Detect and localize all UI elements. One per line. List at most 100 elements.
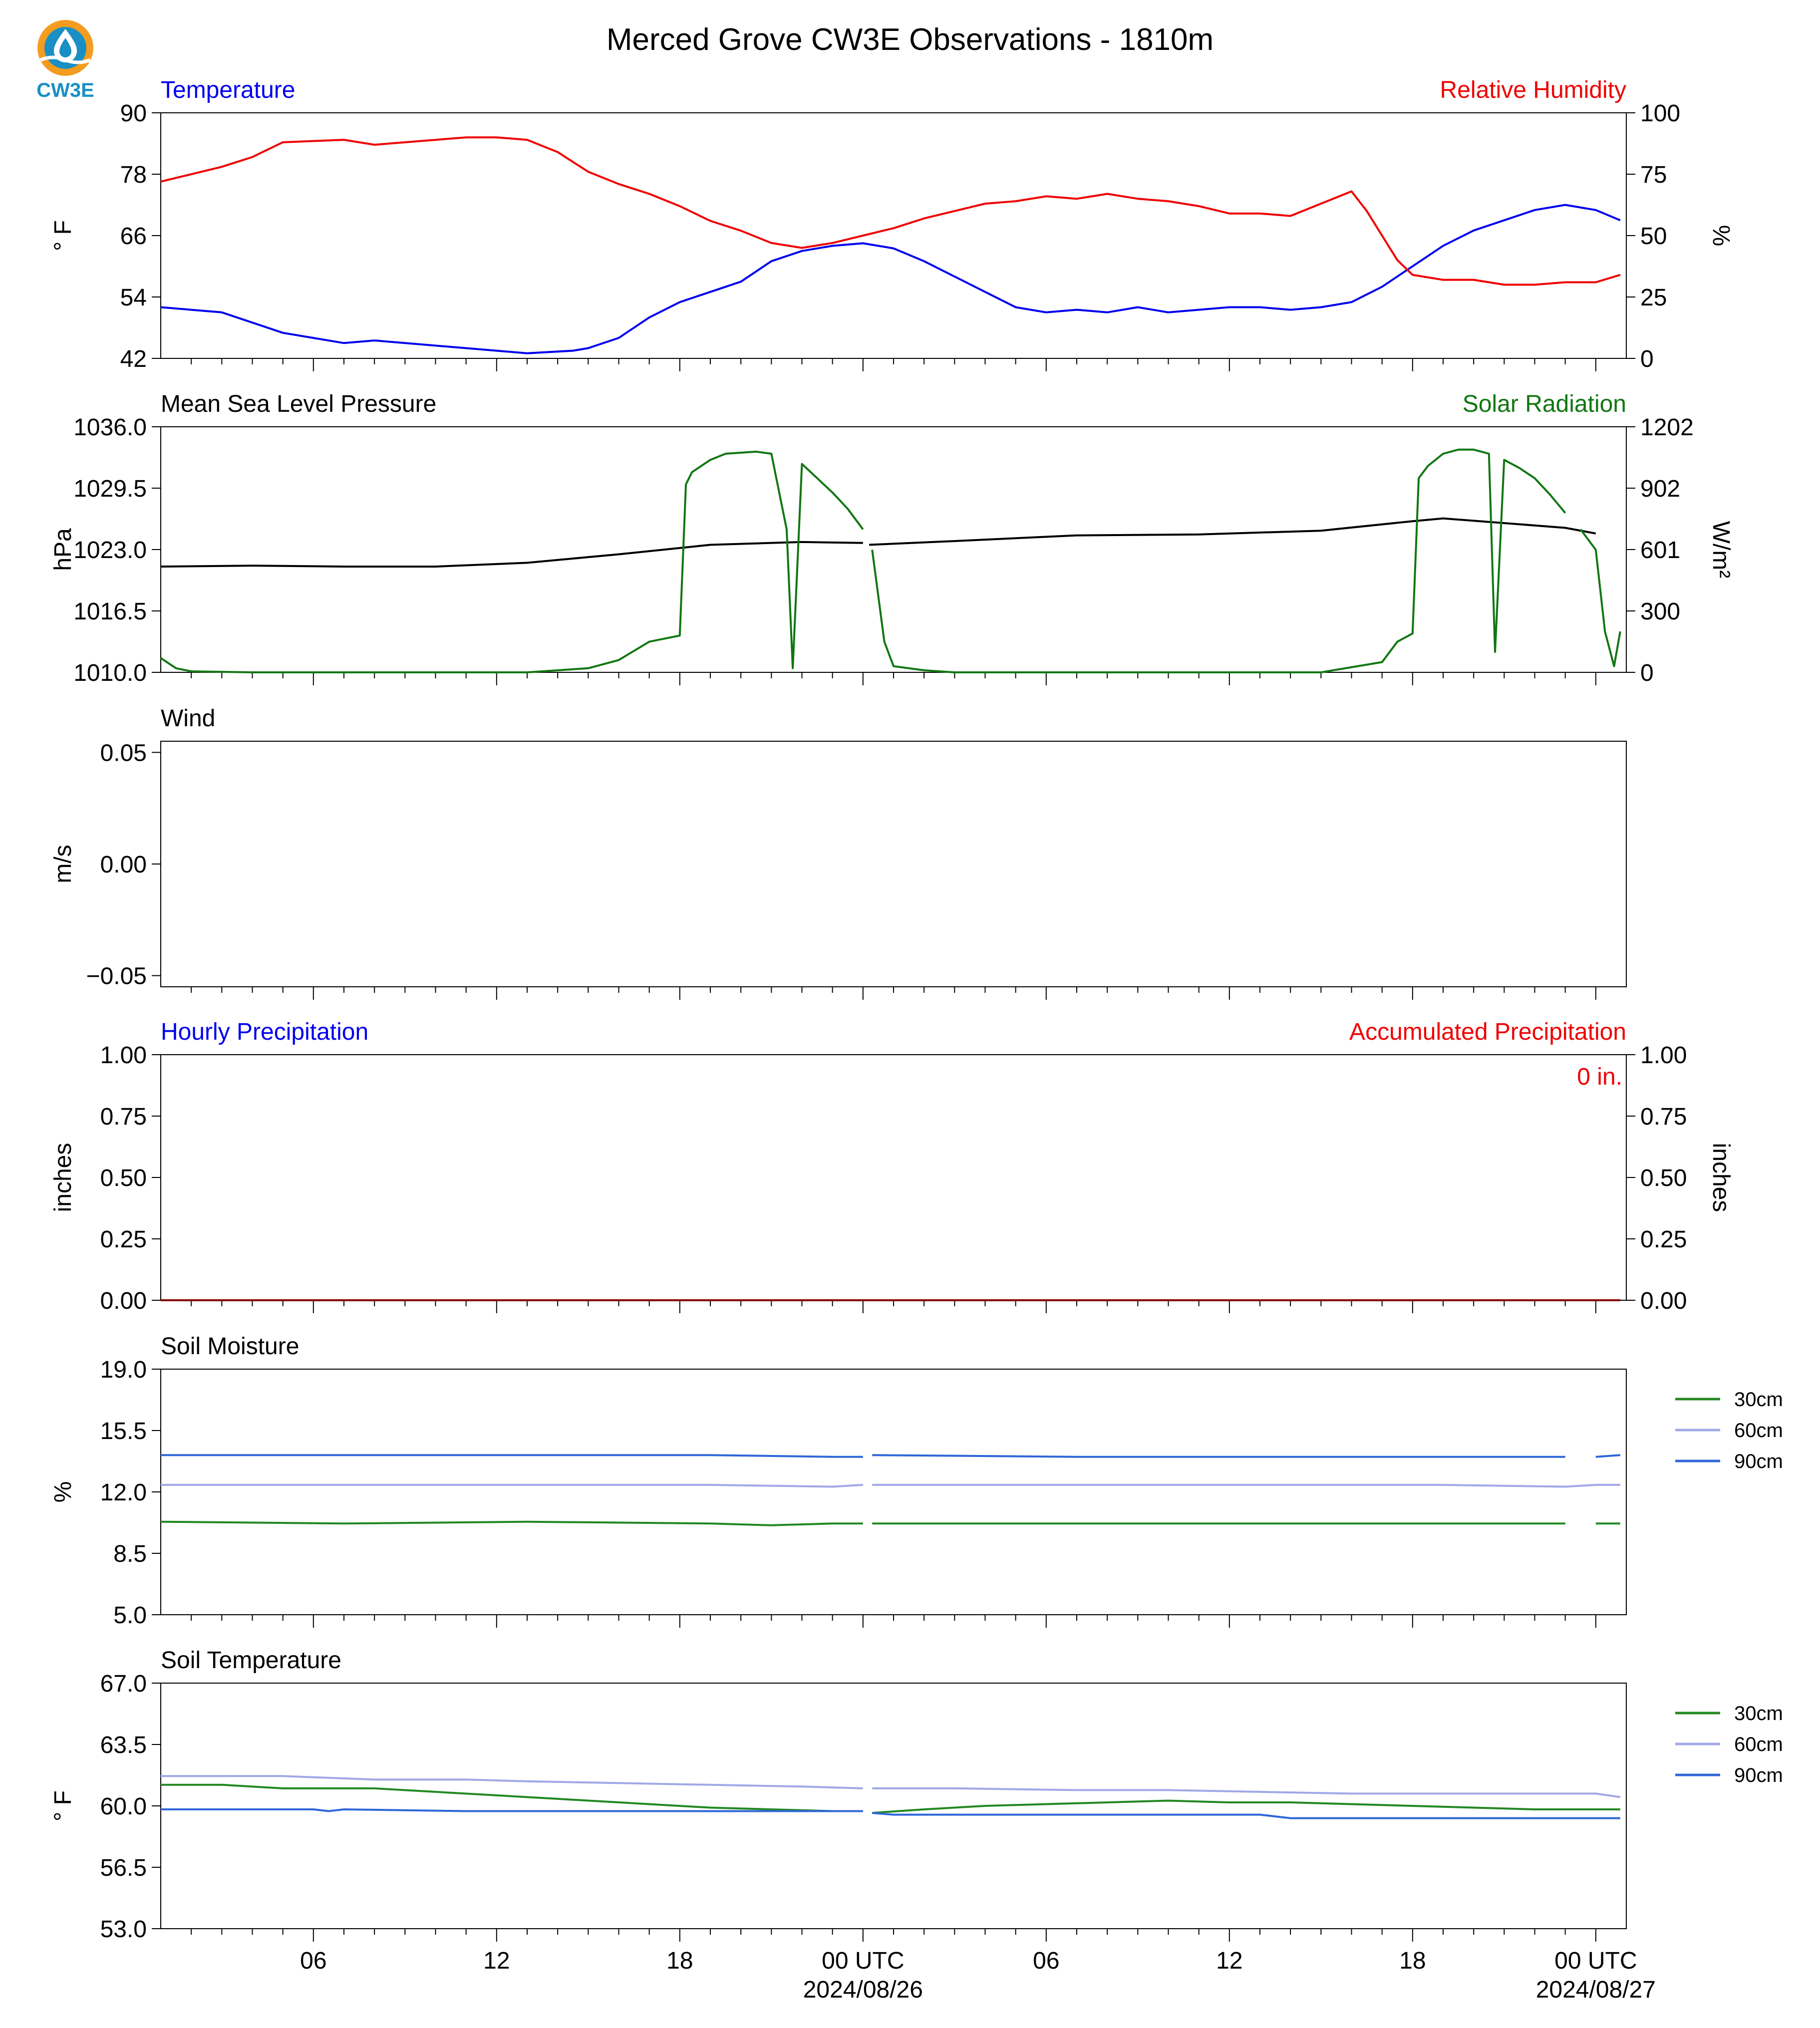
- y-axis-label-left: inches: [50, 1143, 76, 1212]
- series-line-30cm: [872, 1799, 1620, 1814]
- y-tick-label-right: 100: [1640, 100, 1680, 127]
- y-tick-label-right: 601: [1640, 537, 1680, 564]
- y-tick-label-left: 1010.0: [73, 660, 147, 686]
- x-tick-label: 18: [1399, 1948, 1426, 1974]
- y-axis-label-left: hPa: [50, 528, 76, 571]
- y-axis-label-right: %: [1708, 225, 1734, 247]
- series-line-90cm: [161, 1808, 863, 1812]
- x-tick-label: 00 UTC: [822, 1948, 904, 1974]
- y-tick-label-left: 0.75: [100, 1104, 147, 1130]
- y-tick-label-right: 0.25: [1640, 1226, 1687, 1253]
- legend-label: 90cm: [1734, 1764, 1783, 1786]
- y-tick-label-left: 0.25: [100, 1226, 147, 1253]
- y-tick-label-right: 50: [1640, 223, 1667, 250]
- panel-title-right: Solar Radiation: [1463, 391, 1626, 417]
- y-tick-label-left: 53.0: [100, 1916, 147, 1943]
- y-tick-label-left: 66: [120, 223, 147, 250]
- y-tick-label-left: −0.05: [86, 963, 147, 990]
- panel-frame: [160, 741, 1627, 987]
- y-tick-label-right: 25: [1640, 285, 1667, 311]
- x-tick-date-label: 2024/08/27: [1536, 1977, 1656, 2003]
- series-line-60cm: [161, 1775, 863, 1789]
- series-line-mean-sea-level-pressure: [160, 541, 863, 568]
- accumulated-total-label: 0 in.: [1577, 1064, 1622, 1090]
- panel-title-right: Relative Humidity: [1440, 77, 1626, 103]
- panel-title-left: Soil Moisture: [161, 1333, 299, 1360]
- series-line-temperature: [160, 204, 1621, 354]
- panel-title-right: Accumulated Precipitation: [1349, 1019, 1626, 1045]
- panel-title-left: Temperature: [161, 77, 295, 103]
- y-tick-label-right: 1202: [1640, 414, 1694, 441]
- y-axis-label-right: W/m²: [1708, 521, 1734, 579]
- y-tick-label-left: 42: [120, 346, 147, 372]
- series-line-30cm: [161, 1783, 863, 1812]
- legend-label: 30cm: [1734, 1703, 1783, 1725]
- series-line-solar-radiation: [871, 448, 1566, 673]
- y-tick-label-right: 0: [1640, 346, 1654, 372]
- y-tick-label-left: 1029.5: [73, 476, 147, 502]
- cw3e-water-drop-logo-icon: CW3E: [36, 20, 94, 101]
- y-tick-label-right: 0.00: [1640, 1288, 1687, 1314]
- y-tick-label-left: 56.5: [100, 1855, 147, 1881]
- x-tick-label: 00 UTC: [1554, 1948, 1637, 1974]
- panel-1: Mean Sea Level Pressure Solar Radiation 10…: [50, 391, 1734, 686]
- x-tick-label: 18: [666, 1948, 693, 1974]
- y-axis-label-right: inches: [1708, 1143, 1734, 1212]
- series-line-mean-sea-level-pressure: [869, 517, 1596, 546]
- logo-text: CW3E: [36, 79, 94, 101]
- x-tick-label: 06: [1033, 1948, 1059, 1974]
- panel-title-left: Hourly Precipitation: [161, 1019, 368, 1045]
- y-tick-label-left: 1023.0: [73, 537, 147, 564]
- y-tick-label-left: 0.50: [100, 1165, 147, 1191]
- y-tick-label-right: 1.00: [1640, 1042, 1687, 1069]
- x-tick-label: 12: [483, 1948, 510, 1974]
- panel-2: Wind −0.05 0.00 0.05 m/s: [50, 705, 1627, 1000]
- panel-frame: [160, 112, 1627, 359]
- y-tick-label-left: 0.00: [100, 852, 147, 878]
- y-tick-label-right: 0.75: [1640, 1104, 1687, 1130]
- y-tick-label-right: 0.50: [1640, 1165, 1687, 1191]
- panel-title-left: Mean Sea Level Pressure: [161, 391, 436, 417]
- y-tick-label-right: 75: [1640, 162, 1667, 188]
- panel-frame: [160, 426, 1627, 673]
- legend-label: 60cm: [1734, 1420, 1783, 1442]
- y-axis-label-left: %: [50, 1481, 76, 1503]
- y-tick-label-left: 1036.0: [73, 414, 147, 441]
- series-line-90cm: [1595, 1454, 1620, 1458]
- series-line-60cm: [872, 1483, 1620, 1488]
- legend-label: 30cm: [1734, 1389, 1783, 1411]
- y-tick-label-left: 1016.5: [73, 598, 147, 625]
- cw3e-logo: CW3E: [28, 18, 103, 103]
- panel-title-left: Soil Temperature: [161, 1647, 341, 1674]
- series-line-90cm: [872, 1812, 1620, 1819]
- y-tick-label-left: 63.5: [100, 1732, 147, 1758]
- legend-label: 60cm: [1734, 1734, 1783, 1755]
- y-axis-label-left: m/s: [50, 845, 76, 883]
- x-tick-date-label: 2024/08/26: [803, 1977, 923, 2003]
- y-axis-label-left: ° F: [50, 220, 76, 251]
- y-tick-label-left: 90: [120, 100, 147, 127]
- panel-0: Temperature Relative Humidity 42 54 66 78 90 0 2…: [50, 77, 1734, 372]
- y-tick-label-left: 60.0: [100, 1793, 147, 1820]
- y-tick-label-left: 8.5: [113, 1541, 147, 1567]
- y-tick-label-left: 0.00: [100, 1288, 147, 1314]
- y-tick-label-left: 1.00: [100, 1042, 147, 1069]
- series-line-30cm: [160, 1520, 863, 1526]
- y-tick-label-left: 15.5: [100, 1418, 147, 1445]
- chart-title: Merced Grove CW3E Observations - 1810m: [607, 22, 1213, 57]
- series-line-relative-humidity: [160, 136, 1621, 286]
- series-line-solar-radiation: [1579, 529, 1621, 667]
- y-tick-label-right: 902: [1640, 476, 1680, 502]
- y-tick-label-left: 12.0: [100, 1479, 147, 1506]
- y-tick-label-left: 5.0: [113, 1602, 147, 1629]
- panel-frame: [160, 1054, 1627, 1301]
- series-line-solar-radiation: [160, 450, 864, 673]
- series-line-60cm: [872, 1787, 1621, 1798]
- panel-title-left: Wind: [161, 705, 215, 732]
- y-tick-label-right: 300: [1640, 598, 1680, 625]
- series-line-90cm: [872, 1454, 1565, 1458]
- x-tick-label: 06: [300, 1948, 326, 1974]
- x-tick-label: 12: [1216, 1948, 1242, 1974]
- y-tick-label-left: 67.0: [100, 1671, 147, 1697]
- y-tick-label-left: 54: [120, 285, 147, 311]
